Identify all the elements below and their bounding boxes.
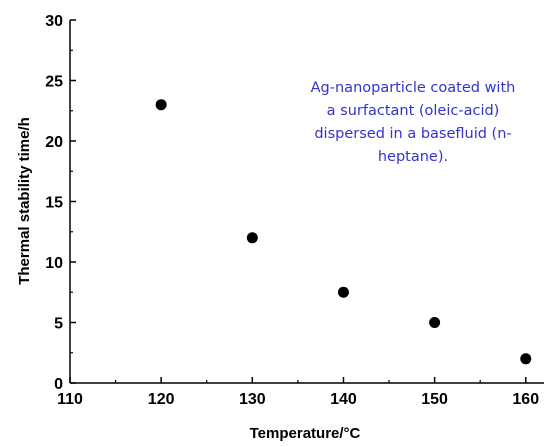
y-tick-label: 15 (45, 195, 63, 212)
x-tick-label: 150 (421, 391, 448, 408)
y-tick-label: 25 (45, 74, 63, 91)
axes (69, 20, 544, 384)
x-tick-label: 130 (239, 391, 266, 408)
x-tick-label: 120 (148, 391, 175, 408)
data-point (520, 353, 532, 365)
data-points (155, 99, 532, 365)
annotation-line-1: Ag-nanoparticle coated with (311, 80, 516, 96)
y-tick-label: 0 (54, 376, 63, 393)
annotation-line-3: dispersed in a basefluid (n- (314, 126, 511, 142)
data-point (246, 232, 258, 244)
ticks (69, 19, 527, 384)
y-axis-title: Thermal stability time/h (16, 117, 33, 285)
tick-labels: 110 120 130 140 150 160 0 5 10 15 20 25 30 (45, 13, 539, 408)
x-tick-label: 160 (512, 391, 539, 408)
x-tick-label: 140 (330, 391, 357, 408)
y-tick-label: 5 (54, 316, 63, 333)
y-tick-label: 30 (45, 13, 63, 30)
y-tick-label: 10 (45, 255, 63, 272)
annotation-line-2: a surfactant (oleic-acid) (327, 103, 500, 119)
data-point (429, 317, 441, 328)
data-point (155, 99, 167, 111)
x-axis-title: Temperature/°C (250, 425, 361, 442)
annotation-line-4: heptane). (378, 149, 448, 165)
x-tick-label: 110 (57, 391, 83, 408)
y-tick-label: 20 (45, 134, 63, 151)
data-point (337, 286, 349, 298)
